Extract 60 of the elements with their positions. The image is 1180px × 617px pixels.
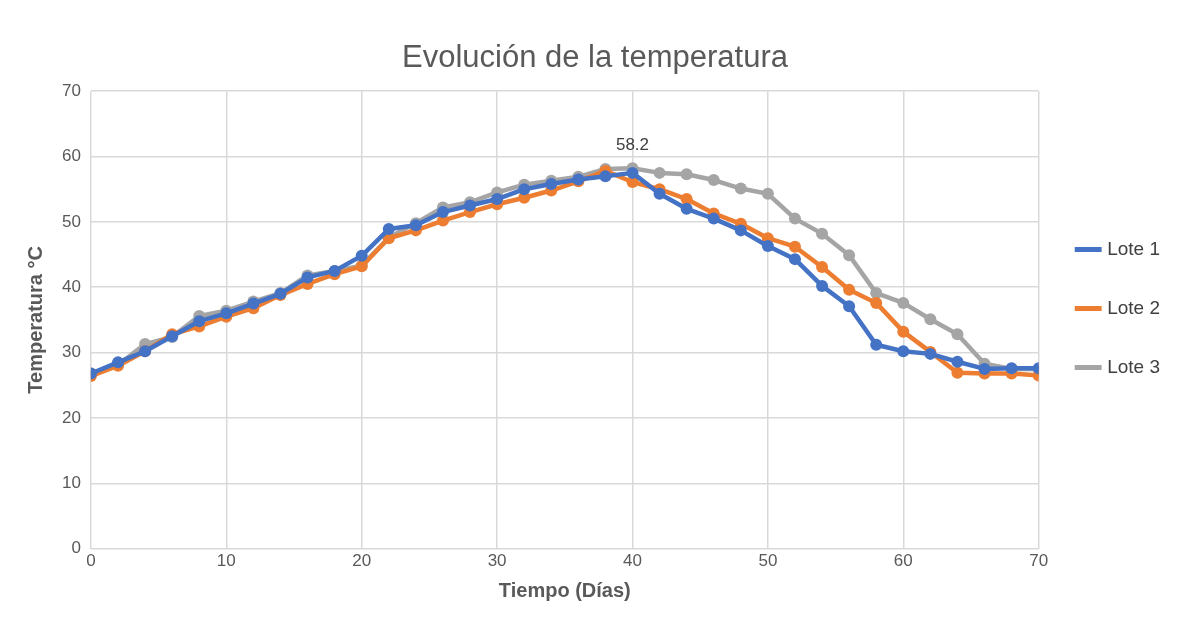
point: [436, 206, 449, 219]
point: [734, 182, 747, 195]
y-tick-label: 40: [61, 276, 81, 296]
x-tick-label: 50: [758, 551, 778, 571]
point: [897, 296, 910, 309]
point: [788, 253, 801, 266]
legend-label: Lote 2: [1107, 296, 1160, 318]
point: [843, 249, 856, 262]
point: [870, 296, 883, 309]
point: [761, 240, 774, 253]
point: [626, 166, 639, 179]
x-tick-label: 60: [893, 551, 913, 571]
point: [816, 279, 829, 292]
point: [870, 338, 883, 351]
point: [491, 193, 504, 206]
point: [355, 249, 368, 262]
point: [680, 202, 693, 215]
point: [707, 212, 720, 225]
y-tick-label: 20: [61, 407, 81, 427]
x-tick-label: 40: [623, 551, 642, 571]
point: [707, 174, 720, 187]
data-label: 58.2: [615, 135, 650, 155]
y-tick-label: 60: [61, 146, 81, 166]
point: [653, 187, 666, 200]
point: [382, 223, 395, 236]
point: [897, 345, 910, 358]
x-tick-label: 20: [352, 551, 372, 571]
y-tick-label: 10: [61, 472, 81, 492]
point: [843, 300, 856, 313]
point: [951, 366, 964, 379]
point: [788, 240, 801, 253]
legend-label: Lote 1: [1107, 237, 1160, 259]
x-tick-label: 10: [216, 551, 236, 571]
point: [843, 283, 856, 296]
legend-label: Lote 3: [1107, 355, 1160, 377]
y-tick-label: 0: [71, 538, 81, 558]
point: [816, 260, 829, 273]
point: [951, 355, 964, 368]
x-axis-title: Tiempo (Días): [498, 578, 631, 601]
point: [978, 362, 991, 375]
x-tick-label: 70: [1029, 551, 1049, 571]
point: [951, 328, 964, 341]
point: [653, 166, 666, 179]
y-tick-label: 70: [61, 80, 81, 100]
point: [897, 325, 910, 338]
point: [734, 224, 747, 237]
point: [761, 187, 774, 200]
point: [193, 315, 206, 328]
y-tick-label: 50: [61, 211, 81, 231]
point: [599, 170, 612, 183]
x-tick-label: 30: [487, 551, 507, 571]
point: [680, 168, 693, 181]
point: [518, 183, 531, 196]
y-tick-label: 30: [61, 342, 81, 362]
chart-title: Evolución de la temperatura: [401, 39, 789, 75]
point: [788, 212, 801, 225]
point: [816, 227, 829, 240]
point: [924, 313, 937, 326]
x-tick-label: 0: [86, 551, 96, 571]
y-axis-title: Temperatura °C: [23, 246, 46, 394]
